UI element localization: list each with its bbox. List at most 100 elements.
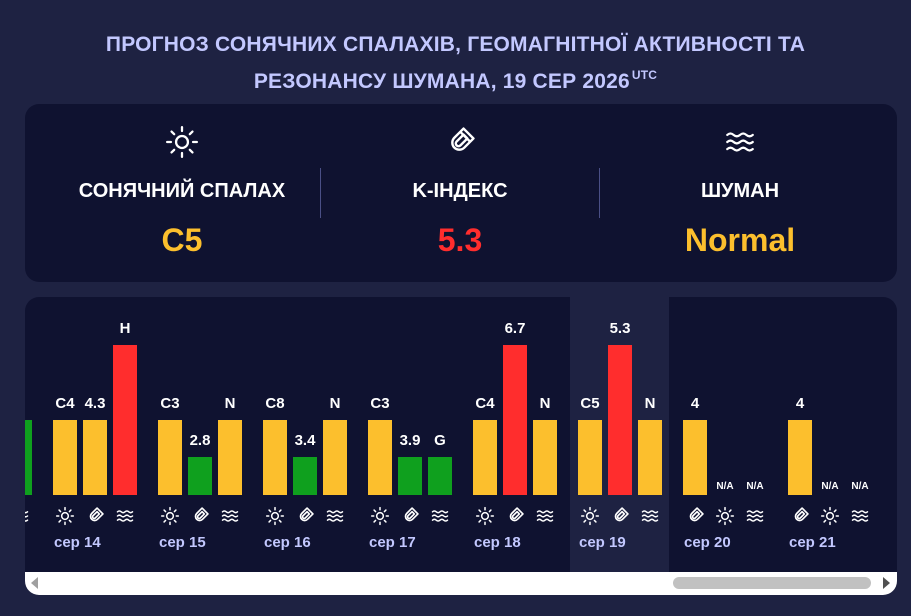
sun-icon: [370, 506, 390, 526]
bar-label: N: [644, 395, 656, 412]
date-label: сер 15: [159, 534, 206, 551]
sun-icon: [37, 122, 327, 162]
bar-label: 3.4: [294, 432, 316, 449]
waves-icon: [115, 506, 135, 526]
bar-label: 2.8: [189, 432, 211, 449]
bar-label: C4: [55, 395, 75, 412]
bar-label: 5.3: [609, 320, 631, 337]
bar-label: H: [119, 320, 131, 337]
date-label: сер 14: [54, 534, 101, 551]
magnet-icon: [685, 506, 705, 526]
waves-icon: [325, 506, 345, 526]
bar-label: C4: [475, 395, 495, 412]
scrollbar-thumb[interactable]: [673, 577, 871, 589]
bar-label: C5: [580, 395, 600, 412]
chart-bar: [398, 457, 422, 495]
chart-bar: [638, 420, 662, 495]
magnet-icon: [315, 122, 605, 162]
magnet-icon: [790, 506, 810, 526]
title-line-2-text: РЕЗОНАНСУ ШУМАНА, 19 СЕР 2026: [253, 70, 630, 93]
magnet-icon: [85, 506, 105, 526]
magnet-icon: [295, 506, 315, 526]
summary-flare-value: C5: [161, 222, 203, 258]
summary-schumann-value: Normal: [684, 222, 796, 258]
waves-icon: [430, 506, 450, 526]
chart-bar: [503, 345, 527, 495]
date-label: сер 19: [579, 534, 626, 551]
bar-label: N: [329, 395, 341, 412]
magnet-icon: [610, 506, 630, 526]
sun-icon: [715, 506, 735, 526]
sun-icon: [160, 506, 180, 526]
horizontal-scrollbar[interactable]: [25, 572, 897, 595]
page-title: ПРОГНОЗ СОНЯЧНИХ СПАЛАХІВ, ГЕОМАГНІТНОЇ …: [0, 30, 911, 97]
sun-icon: [265, 506, 285, 526]
date-label: сер 16: [264, 534, 311, 551]
bar-label: N/A: [746, 481, 764, 492]
date-label: сер 20: [684, 534, 731, 551]
title-line-1: ПРОГНОЗ СОНЯЧНИХ СПАЛАХІВ, ГЕОМАГНІТНОЇ …: [105, 33, 806, 56]
chart-bar: [263, 420, 287, 495]
chart-bar: [368, 420, 392, 495]
summary-kindex-value: 5.3: [437, 222, 483, 258]
chart-bar: [323, 420, 347, 495]
summary-schumann: ШУМАН Normal: [595, 104, 885, 282]
sun-icon: [580, 506, 600, 526]
bar-label: G: [434, 432, 446, 449]
bar-label: N/A: [851, 481, 869, 492]
chart-bar: [188, 457, 212, 495]
chart-bar: [25, 420, 32, 495]
summary-panel: СОНЯЧНИЙ СПАЛАХ C5 K-ІНДЕКС 5.3 ШУМАН No…: [25, 104, 897, 282]
date-label: сер 18: [474, 534, 521, 551]
utc-label: UTC: [631, 68, 658, 82]
chart-bar: [428, 457, 452, 495]
summary-kindex-label: K-ІНДЕКС: [412, 180, 508, 202]
waves-icon: [25, 506, 30, 526]
date-label: сер 17: [369, 534, 416, 551]
scroll-right-icon[interactable]: [883, 577, 890, 589]
waves-icon: [220, 506, 240, 526]
chart-bar: [83, 420, 107, 495]
waves-icon: [850, 506, 870, 526]
chart-bar: [473, 420, 497, 495]
summary-kindex: K-ІНДЕКС 5.3: [315, 104, 605, 282]
title-line-2: РЕЗОНАНСУ ШУМАНА, 19 СЕР 2026 UTC: [0, 60, 911, 97]
chart-bar: [578, 420, 602, 495]
bar-label: 3.9: [399, 432, 421, 449]
summary-flare-label: СОНЯЧНИЙ СПАЛАХ: [78, 180, 286, 202]
sun-icon: [475, 506, 495, 526]
bar-label: C8: [265, 395, 285, 412]
bar-label: 4.3: [84, 395, 106, 412]
bar-label: 6.7: [504, 320, 526, 337]
waves-icon: [535, 506, 555, 526]
summary-divider: [599, 168, 600, 218]
waves-icon: [595, 122, 885, 162]
chart-bar: [533, 420, 557, 495]
bar-label: N/A: [716, 481, 734, 492]
sun-icon: [820, 506, 840, 526]
waves-icon: [745, 506, 765, 526]
chart-bar: [158, 420, 182, 495]
date-label: сер 21: [789, 534, 836, 551]
chart-bar: [683, 420, 707, 495]
magnet-icon: [400, 506, 420, 526]
bar-label: 4: [795, 395, 805, 412]
magnet-icon: [505, 506, 525, 526]
bar-label: 4: [690, 395, 700, 412]
sun-icon: [55, 506, 75, 526]
chart-bar: [788, 420, 812, 495]
chart-bar: [293, 457, 317, 495]
waves-icon: [640, 506, 660, 526]
chart-bar: [113, 345, 137, 495]
summary-divider: [320, 168, 321, 218]
chart-bar: [608, 345, 632, 495]
bar-label: N: [539, 395, 551, 412]
bar-label: C3: [160, 395, 180, 412]
summary-schumann-label: ШУМАН: [700, 180, 780, 202]
summary-flare: СОНЯЧНИЙ СПАЛАХ C5: [37, 104, 327, 282]
chart-bar: [53, 420, 77, 495]
bar-label: N: [224, 395, 236, 412]
scroll-left-icon[interactable]: [31, 577, 38, 589]
chart-bar: [218, 420, 242, 495]
